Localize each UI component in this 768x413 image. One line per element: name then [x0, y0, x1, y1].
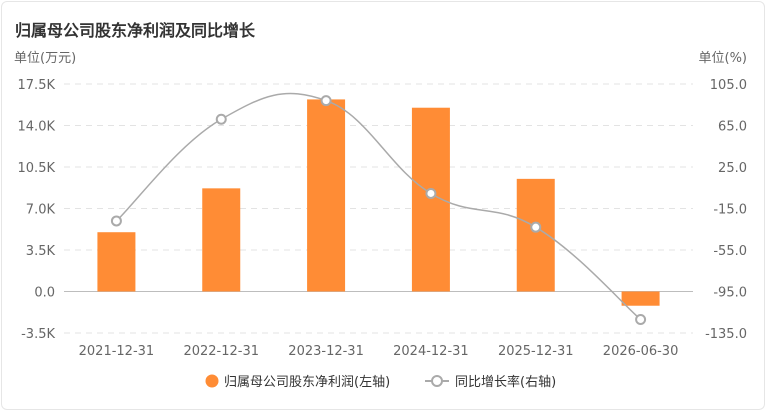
- left-tick-label: -3.5K: [21, 327, 55, 342]
- right-tick-label: -95.0: [713, 286, 747, 301]
- legend-bar-marker: [205, 374, 219, 388]
- bar-2024-12-31[interactable]: [411, 107, 450, 292]
- bar-series: [97, 99, 660, 306]
- bar-2021-12-31[interactable]: [97, 232, 136, 292]
- bar-2026-06-30[interactable]: [621, 291, 660, 306]
- right-tick-label: 65.0: [718, 120, 747, 135]
- x-tick-label: 2021-12-31: [79, 344, 155, 359]
- x-tick-label: 2023-12-31: [288, 344, 364, 359]
- line-point-2021-12-31[interactable]: [110, 215, 122, 227]
- legend-bar-label[interactable]: 归属母公司股东净利润(左轴): [224, 375, 390, 390]
- right-tick-label: -135.0: [705, 327, 747, 342]
- right-axis: 105.0 65.0 25.0 -15.0 -55.0 -95.0 -135.0: [705, 78, 747, 342]
- left-tick-label: 7.0K: [26, 203, 56, 218]
- line-point-2022-12-31[interactable]: [215, 113, 227, 125]
- x-axis: 2021-12-31 2022-12-31 2023-12-31 2024-12-31…: [79, 344, 679, 359]
- line-point-2023-12-31[interactable]: [320, 95, 332, 107]
- line-point-2024-12-31[interactable]: [425, 187, 437, 199]
- bar-2022-12-31[interactable]: [202, 188, 241, 292]
- gridlines: [64, 83, 693, 334]
- legend-line-label[interactable]: 同比增长率(右轴): [455, 374, 556, 390]
- right-tick-label: 105.0: [710, 78, 747, 93]
- left-tick-label: 17.5K: [18, 78, 56, 93]
- chart-title: 归属母公司股东净利润及同比增长: [15, 21, 256, 40]
- line-point-2026-06-30[interactable]: [635, 314, 647, 326]
- left-axis: 17.5K 14.0K 10.5K 7.0K 3.5K 0.0 -3.5K: [18, 78, 56, 342]
- x-tick-label: 2024-12-31: [393, 344, 469, 359]
- x-tick-label: 2026-06-30: [603, 344, 679, 359]
- x-tick-label: 2025-12-31: [498, 344, 574, 359]
- left-tick-label: 0.0: [34, 286, 55, 301]
- bar-2023-12-31[interactable]: [307, 99, 346, 292]
- right-axis-unit: 单位(%): [699, 51, 748, 66]
- legend-line-dot: [431, 375, 443, 387]
- right-tick-label: -55.0: [713, 244, 747, 259]
- left-tick-label: 10.5K: [18, 161, 56, 176]
- left-axis-unit: 单位(万元): [14, 51, 76, 66]
- line-series: [110, 92, 647, 326]
- x-tick-label: 2022-12-31: [183, 344, 259, 359]
- legend: 归属母公司股东净利润(左轴) 同比增长率(右轴): [205, 374, 556, 390]
- right-tick-label: -15.0: [713, 203, 747, 218]
- left-tick-label: 3.5K: [26, 244, 56, 259]
- left-tick-label: 14.0K: [18, 120, 56, 135]
- growth-rate-line: [115, 92, 642, 321]
- line-point-2025-12-31[interactable]: [530, 221, 542, 233]
- right-tick-label: 25.0: [718, 161, 747, 176]
